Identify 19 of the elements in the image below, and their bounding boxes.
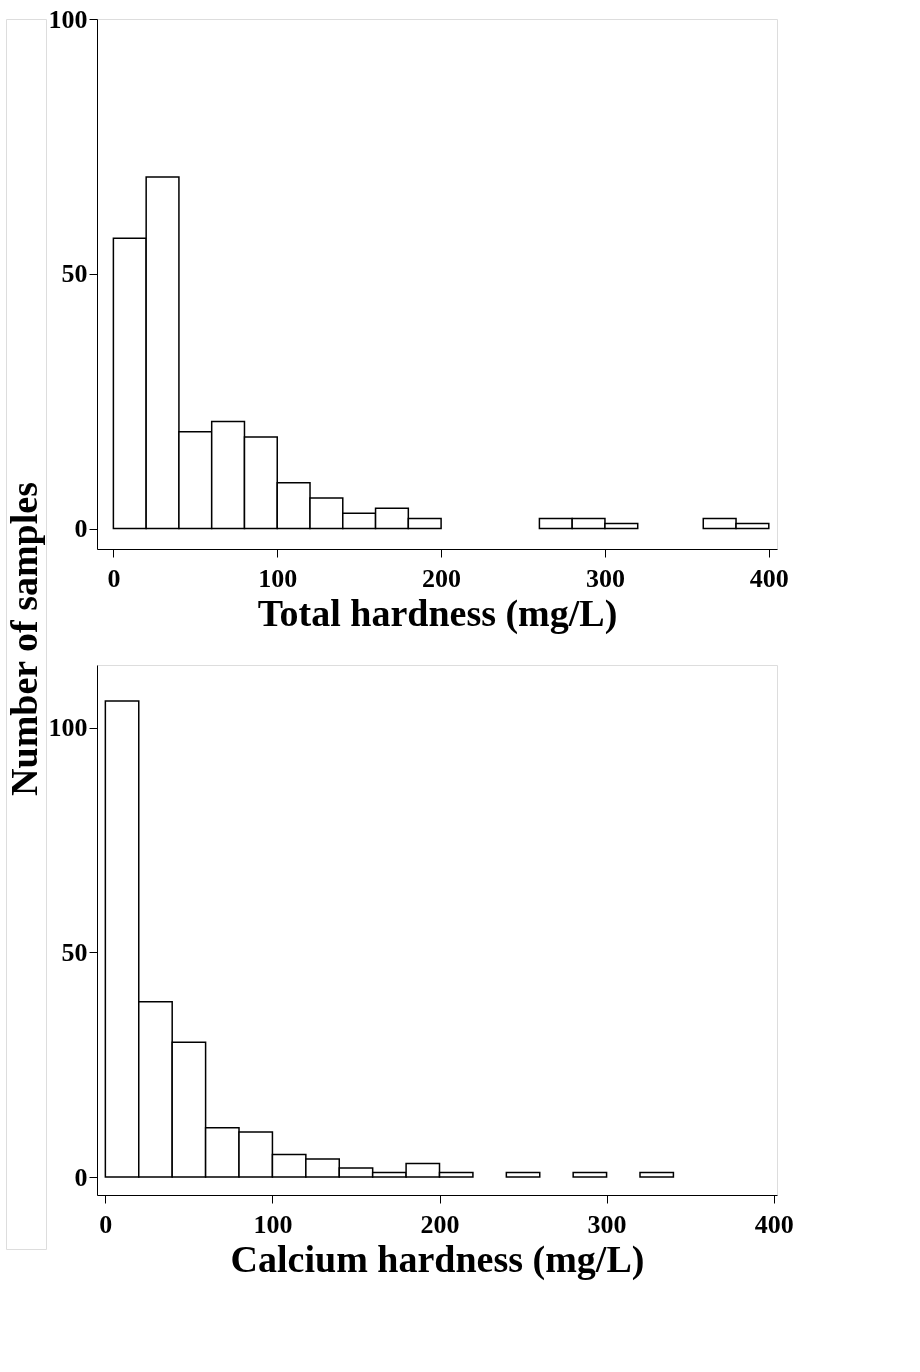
x-tick-label: 100: [258, 563, 298, 593]
y-tick-label: 50: [61, 259, 88, 289]
y-tick-label: 0: [74, 514, 88, 544]
x-tick-label: 100: [253, 1209, 293, 1239]
x-tick-label: 0: [107, 563, 121, 593]
x-tick-label: 300: [587, 1209, 627, 1239]
x-tick-label: 400: [749, 563, 789, 593]
x-tick-label: 200: [422, 563, 462, 593]
x-tick-label: 200: [420, 1209, 460, 1239]
y-tick-label: 0: [74, 1162, 88, 1192]
x-axis-title: Total hardness (mg/L): [257, 591, 618, 635]
x-axis-title: Calcium hardness (mg/L): [230, 1237, 645, 1281]
y-tick-label: 50: [61, 937, 88, 967]
y-axis-title: Number of samples: [3, 482, 45, 796]
y-tick-label: 100: [48, 4, 88, 34]
x-tick-label: 300: [585, 563, 625, 593]
y-tick-label: 100: [48, 713, 88, 743]
x-tick-label: 400: [754, 1209, 794, 1239]
x-tick-label: 0: [99, 1209, 113, 1239]
